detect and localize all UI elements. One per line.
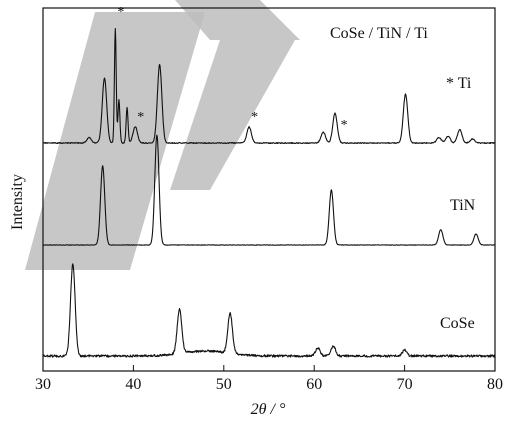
peak-annotations: * * * * — [117, 5, 347, 133]
series-line-1 — [42, 134, 496, 246]
label-ti-note: * Ti — [446, 75, 472, 92]
x-axis-ticks: 30 40 50 60 70 80 — [35, 365, 503, 393]
peak-asterisk: * — [137, 110, 144, 125]
x-tick-label: 60 — [306, 376, 322, 393]
watermark — [25, 0, 300, 270]
peak-asterisk: * — [341, 118, 348, 133]
x-tick-label: 80 — [487, 376, 503, 393]
series-line-2 — [42, 263, 496, 358]
x-tick-label: 50 — [216, 376, 232, 393]
label-tin: TiN — [450, 197, 476, 214]
series-traces — [42, 28, 496, 358]
x-tick-label: 70 — [397, 376, 413, 393]
plot-frame — [42, 7, 496, 372]
peak-asterisk: * — [251, 110, 258, 125]
peak-asterisk: * — [117, 5, 124, 20]
x-tick-label: 40 — [125, 376, 141, 393]
series-line-0 — [42, 28, 496, 145]
label-coset-title: CoSe / TiN / Ti — [330, 25, 428, 42]
label-cose: CoSe — [440, 315, 475, 332]
x-axis-label: 2θ / ° — [251, 401, 286, 418]
x-tick-label: 30 — [35, 376, 51, 393]
y-axis-label: Intensity — [9, 174, 26, 230]
